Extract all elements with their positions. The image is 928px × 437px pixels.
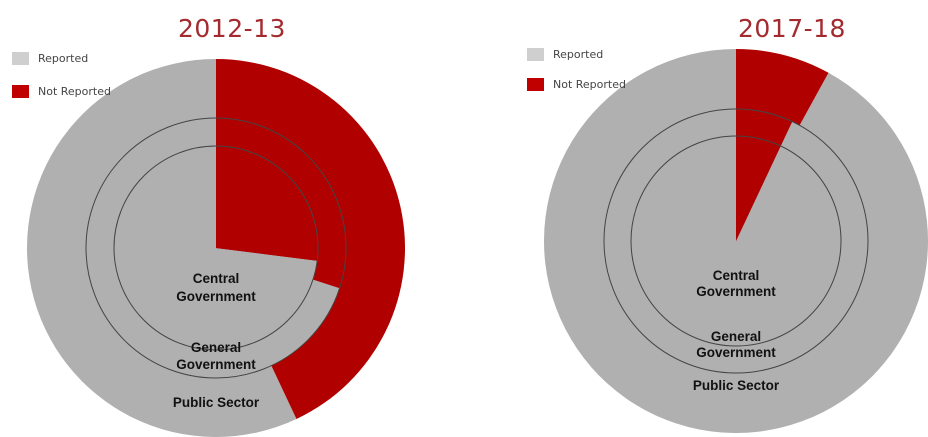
chart-title-2017-18: 2017-18 xyxy=(738,14,846,43)
public-sector-label: Public Sector xyxy=(173,395,260,410)
central-government-ring-not-reported-slice xyxy=(736,136,781,241)
general-government-label: General xyxy=(711,329,761,344)
general-government-ring-outline xyxy=(85,117,347,379)
general-government-label: General xyxy=(191,340,241,355)
legend-swatch-reported xyxy=(527,48,544,61)
central-government-ring-outline xyxy=(630,135,842,347)
central-government-label-line2: Government xyxy=(696,284,776,299)
general-government-ring-outline xyxy=(603,108,869,374)
central-government-label: Central xyxy=(713,268,760,283)
legend-swatch-not-reported xyxy=(12,85,29,98)
central-government-label: Central xyxy=(193,271,240,286)
legend-label-reported: Reported xyxy=(553,48,604,61)
ring-chart-1: CentralGovernmentGeneralGovernmentPublic… xyxy=(544,49,928,433)
legend-label-reported: Reported xyxy=(38,52,89,65)
general-government-label-line2: Government xyxy=(696,345,776,360)
legend-label-not-reported: Not Reported xyxy=(38,85,111,98)
general-government-label-line2: Government xyxy=(176,357,256,372)
legend-label-not-reported: Not Reported xyxy=(553,78,626,91)
chart-title-2012-13: 2012-13 xyxy=(178,14,286,43)
legend-swatch-reported xyxy=(12,52,29,65)
central-government-ring-reported-slice xyxy=(114,146,318,350)
central-government-ring-not-reported-slice xyxy=(216,146,319,261)
public-sector-label: Public Sector xyxy=(693,378,780,393)
central-government-ring-outline xyxy=(113,145,319,351)
central-government-ring-reported-slice xyxy=(631,136,842,346)
legend-swatch-not-reported xyxy=(527,78,544,91)
ring-chart-0: Central Government General Government Public… xyxy=(26,59,405,437)
central-government-label-line2: Government xyxy=(176,289,256,304)
